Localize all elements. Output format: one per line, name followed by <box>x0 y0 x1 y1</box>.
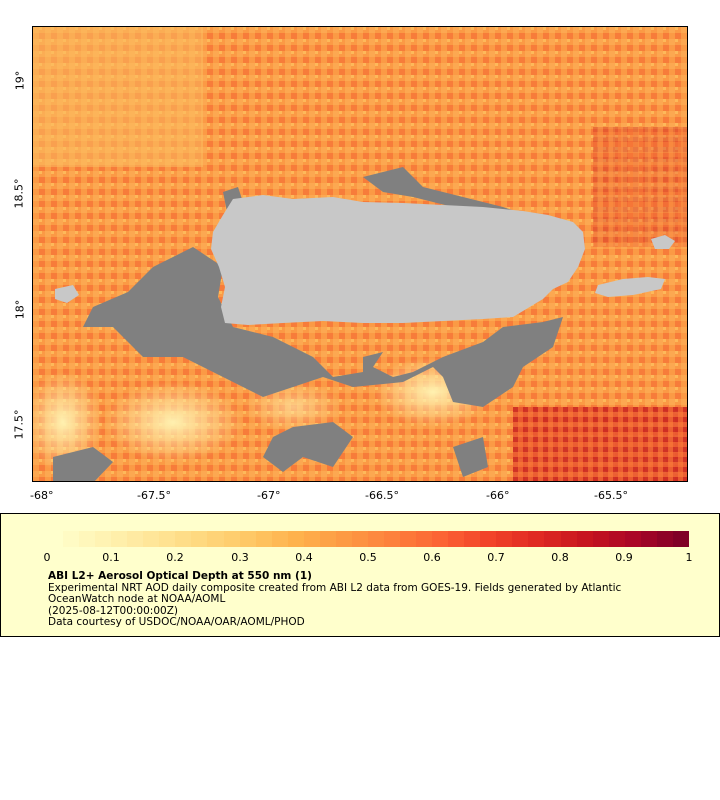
colorbar-label: 1 <box>685 551 693 564</box>
legend-date: (2025-08-12T00:00:00Z) <box>48 604 178 617</box>
colorbar-swatch <box>303 531 320 547</box>
x-tick-label: -65.5° <box>594 489 628 502</box>
colorbar-swatch <box>464 531 481 547</box>
colorbar-swatch <box>255 531 272 547</box>
x-tick-label: -67° <box>257 489 281 502</box>
legend-title: ABI L2+ Aerosol Optical Depth at 550 nm … <box>48 570 312 582</box>
y-tick-label: 19° <box>13 70 27 91</box>
colorbar-swatch <box>239 531 256 547</box>
puerto-rico-landmass <box>211 195 585 325</box>
y-tick-label: 18.5° <box>12 178 26 209</box>
colorbar-swatch <box>367 531 384 547</box>
colorbar-swatch <box>351 531 368 547</box>
colorbar-label: 0 <box>43 551 51 564</box>
colorbar-label: 0.7 <box>487 551 505 564</box>
colorbar-swatch <box>576 531 593 547</box>
x-tick-label: -67.5° <box>137 489 171 502</box>
mona-island <box>55 285 79 303</box>
colorbar <box>47 531 689 547</box>
nodata-region-west <box>83 247 563 407</box>
colorbar-swatch <box>319 531 336 547</box>
colorbar-swatch <box>560 531 577 547</box>
colorbar-label: 0.5 <box>359 551 377 564</box>
y-tick-label: 17.5° <box>12 409 26 440</box>
colorbar-label: 0.4 <box>295 551 313 564</box>
colorbar-swatch <box>496 531 513 547</box>
colorbar-swatch <box>335 531 352 547</box>
colorbar-swatch <box>592 531 609 547</box>
colorbar-swatch <box>608 531 625 547</box>
colorbar-swatch <box>111 531 128 547</box>
vieques-island <box>595 277 665 297</box>
legend-description: Experimental NRT AOD daily composite cre… <box>48 581 622 605</box>
colorbar-label: 0.9 <box>615 551 633 564</box>
colorbar-label: 0.6 <box>423 551 441 564</box>
colorbar-label: 0.8 <box>551 551 569 564</box>
colorbar-swatch <box>640 531 657 547</box>
colorbar-swatch <box>159 531 176 547</box>
colorbar-swatch <box>656 531 673 547</box>
colorbar-swatch <box>223 531 240 547</box>
x-tick-label: -66° <box>486 489 510 502</box>
colorbar-swatch <box>512 531 529 547</box>
colorbar-swatch <box>271 531 288 547</box>
colorbar-swatch <box>624 531 641 547</box>
colorbar-swatch <box>47 531 64 547</box>
colorbar-swatch <box>95 531 112 547</box>
colorbar-label: 0.3 <box>231 551 249 564</box>
colorbar-swatch <box>528 531 545 547</box>
x-tick-label: -66.5° <box>365 489 399 502</box>
colorbar-swatch <box>175 531 192 547</box>
map-plot-area[interactable] <box>32 26 688 482</box>
colorbar-label: 0.1 <box>102 551 120 564</box>
colorbar-swatch <box>127 531 144 547</box>
y-tick-label: 18° <box>13 299 27 320</box>
legend-text: ABI L2+ Aerosol Optical Depth at 550 nm … <box>48 570 688 629</box>
colorbar-swatch <box>143 531 160 547</box>
legend-panel: 0 0.1 0.2 0.3 0.4 0.5 0.6 0.7 0.8 0.9 1 … <box>0 513 720 637</box>
colorbar-swatch <box>79 531 96 547</box>
colorbar-swatch <box>672 531 689 547</box>
x-tick-label: -68° <box>30 489 54 502</box>
colorbar-swatch <box>191 531 208 547</box>
colorbar-swatch <box>480 531 497 547</box>
colorbar-swatch <box>448 531 465 547</box>
culebra-island <box>651 235 675 249</box>
aod-map <box>33 27 687 481</box>
colorbar-swatch <box>287 531 304 547</box>
colorbar-swatch <box>544 531 561 547</box>
colorbar-swatch <box>63 531 80 547</box>
colorbar-swatch <box>207 531 224 547</box>
colorbar-label: 0.2 <box>166 551 184 564</box>
legend-credit: Data courtesy of USDOC/NOAA/OAR/AOML/PHO… <box>48 616 305 628</box>
colorbar-swatch <box>432 531 449 547</box>
colorbar-swatch <box>400 531 417 547</box>
colorbar-swatch <box>383 531 401 547</box>
colorbar-swatch <box>416 531 433 547</box>
